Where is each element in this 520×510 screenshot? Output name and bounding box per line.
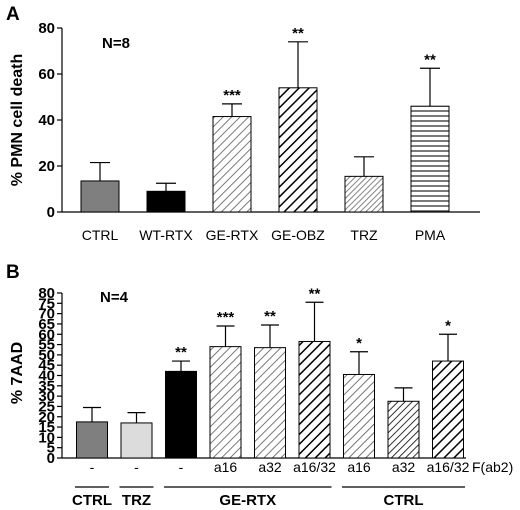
a-category-label: CTRL — [82, 227, 119, 243]
panel-b-group-label: TRZ — [122, 492, 151, 509]
panel-a-bars — [80, 41, 450, 213]
a-category-label: GE-OBZ — [271, 227, 325, 243]
a-category-label: WT-RTX — [139, 227, 193, 243]
panel-b: B N=4 % 7AAD F(ab2) 05101520253035404550… — [6, 262, 513, 509]
b-category-label: a16 — [347, 459, 371, 475]
b-significance-label: * — [445, 317, 451, 334]
b-bar — [343, 373, 375, 459]
b-bar — [209, 346, 242, 459]
b-significance-label: * — [356, 335, 362, 352]
b-category-label: a16 — [214, 459, 238, 475]
panel-b-group-label: CTRL — [72, 492, 112, 509]
b-y-tick-label: 50 — [38, 347, 55, 364]
panel-a-axes: 0 20 40 60 80 — [38, 20, 480, 221]
b-bar — [387, 400, 420, 459]
b-significance-label: ** — [264, 308, 276, 325]
a-bar — [146, 190, 186, 213]
b-category-label: a32 — [392, 459, 416, 475]
b-y-tick-label: 40 — [38, 368, 55, 385]
panel-a: A N=8 % PMN cell death 0 20 40 60 80 CTRL WT-… — [6, 4, 480, 243]
b-category-label: - — [179, 459, 184, 475]
b-y-tick-label: 0 — [47, 450, 55, 467]
panel-b-y-axis-title: % 7AAD — [9, 342, 26, 404]
b-y-tick-label: 55 — [38, 337, 55, 354]
b-y-tick-label: 35 — [38, 378, 55, 395]
a-bar — [278, 87, 318, 213]
panel-a-letter: A — [6, 4, 20, 25]
panel-a-y-axis-title: % PMN cell death — [9, 54, 26, 186]
b-bar — [254, 347, 286, 459]
panel-b-n-label: N=4 — [100, 289, 129, 306]
b-significance-label: *** — [217, 309, 235, 326]
b-y-tick-label: 25 — [38, 398, 55, 415]
b-bar — [165, 370, 197, 459]
b-bar — [298, 340, 331, 459]
b-y-tick-label: 10 — [38, 429, 55, 446]
b-y-tick-label: 15 — [38, 419, 55, 436]
b-category-label: a16/32 — [293, 459, 336, 475]
b-y-tick-label: 45 — [38, 357, 55, 374]
a-bar — [212, 116, 252, 213]
a-significance-label: ** — [424, 51, 436, 68]
a-bar — [80, 180, 120, 213]
b-y-tick-label: 60 — [38, 326, 55, 343]
a-category-label: TRZ — [350, 227, 378, 243]
panel-b-group-label: CTRL — [384, 492, 424, 509]
b-bar — [76, 421, 108, 459]
panel-a-labels: CTRL WT-RTX *** GE-RTX ** GE-OBZ TRZ ** PMA — [82, 25, 446, 243]
b-category-label: a16/32 — [427, 459, 470, 475]
b-y-tick-label: 20 — [38, 409, 55, 426]
panel-b-category-axis-label: F(ab2) — [472, 459, 513, 475]
b-category-label: - — [134, 459, 139, 475]
a-significance-label: *** — [223, 87, 241, 104]
a-y-tick-label: 80 — [38, 20, 55, 37]
a-y-tick-label: 20 — [38, 158, 55, 175]
panel-b-group-label: GE-RTX — [219, 492, 276, 509]
b-y-tick-label: 30 — [38, 388, 55, 405]
b-y-tick-label: 5 — [47, 440, 55, 457]
a-y-tick-label: 60 — [38, 66, 55, 83]
a-bar — [410, 105, 450, 213]
b-significance-label: ** — [309, 285, 321, 302]
b-category-label: - — [90, 459, 95, 475]
b-significance-label: ** — [175, 344, 187, 361]
b-bar — [120, 422, 153, 459]
panel-b-labels: - - ** - *** a16 ** a32 ** a16/32 * a16 a32 * a16/32 CT… — [72, 285, 470, 509]
a-significance-label: ** — [292, 25, 304, 42]
a-bar — [344, 175, 384, 213]
a-category-label: PMA — [415, 227, 446, 243]
b-bar — [432, 360, 464, 459]
b-category-label: a32 — [258, 459, 282, 475]
b-y-tick-label: 80 — [38, 285, 55, 302]
b-y-tick-label: 75 — [38, 295, 55, 312]
a-y-tick-label: 0 — [47, 204, 55, 221]
panel-b-bars — [76, 301, 464, 459]
panel-b-letter: B — [6, 262, 20, 283]
b-y-tick-label: 65 — [38, 316, 55, 333]
a-y-tick-label: 40 — [38, 112, 55, 129]
b-y-tick-label: 70 — [38, 306, 55, 323]
panel-a-n-label: N=8 — [102, 35, 130, 52]
a-category-label: GE-RTX — [206, 227, 259, 243]
